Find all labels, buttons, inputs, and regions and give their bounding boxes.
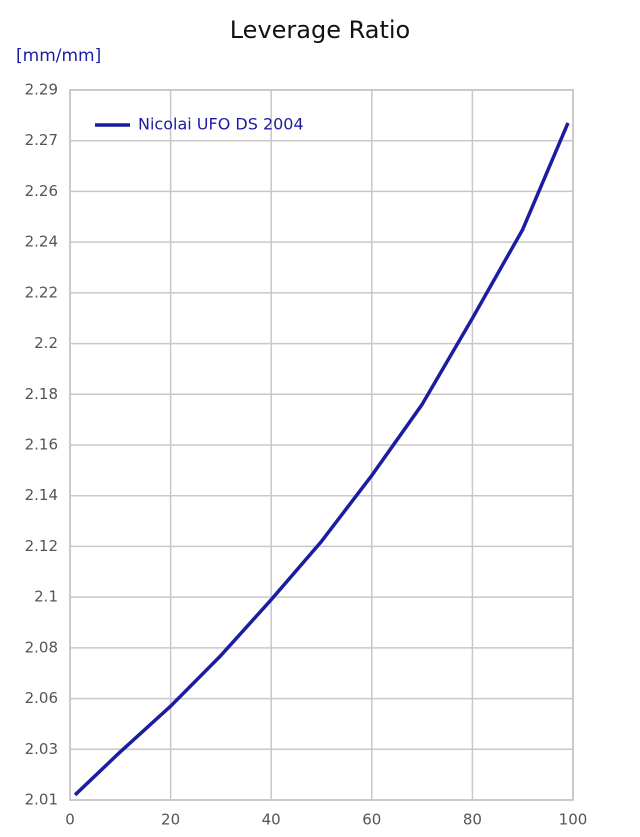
y-tick-label: 2.01 — [25, 791, 58, 809]
y-tick-label: 2.08 — [25, 638, 58, 656]
y-tick-label: 2.27 — [25, 131, 58, 149]
y-tick-label: 2.24 — [25, 233, 58, 251]
legend-label: Nicolai UFO DS 2004 — [138, 115, 304, 134]
x-tick-label: 0 — [65, 811, 75, 829]
y-axis-label: [mm/mm] — [16, 46, 101, 66]
y-tick-label: 2.12 — [25, 537, 58, 555]
x-tick-label: 60 — [362, 811, 381, 829]
y-tick-label: 2.1 — [34, 588, 58, 606]
x-tick-label: 80 — [463, 811, 482, 829]
x-tick-label: 40 — [262, 811, 281, 829]
y-tick-label: 2.22 — [25, 283, 58, 301]
y-tick-label: 2.03 — [25, 740, 58, 758]
x-tick-label: 20 — [161, 811, 180, 829]
y-tick-label: 2.16 — [25, 436, 58, 454]
y-tick-label: 2.29 — [25, 81, 58, 99]
y-tick-label: 2.06 — [25, 689, 58, 707]
y-tick-label: 2.14 — [25, 486, 58, 504]
y-tick-label: 2.2 — [34, 334, 58, 352]
chart-title: Leverage Ratio — [230, 16, 411, 44]
data-line — [73, 122, 570, 797]
y-tick-label: 2.26 — [25, 182, 58, 200]
x-tick-label: 100 — [559, 811, 588, 829]
y-tick-label: 2.18 — [25, 385, 58, 403]
